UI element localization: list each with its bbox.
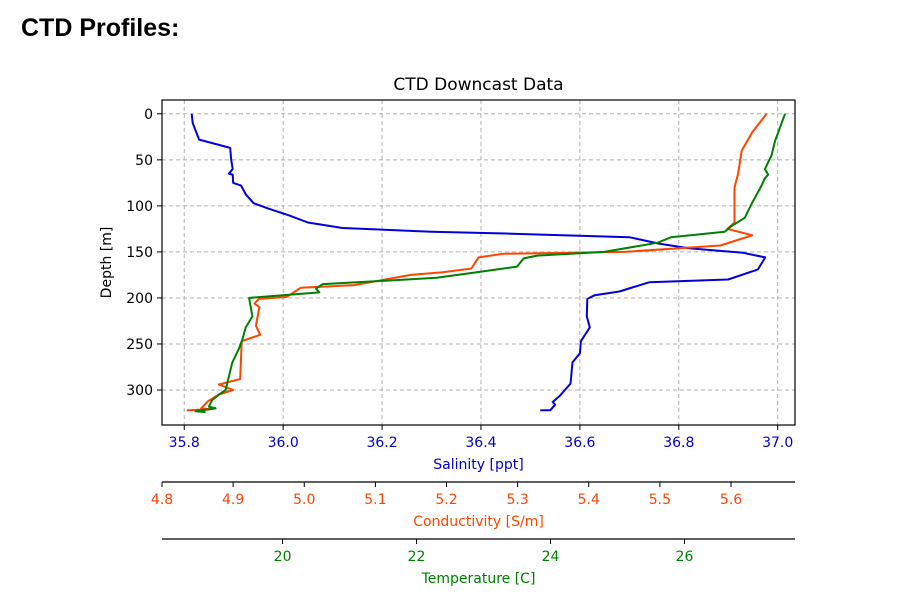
x-tick-label-conductivity: 5.6 (720, 492, 742, 508)
x-tick-label-salinity: 36.4 (465, 435, 496, 451)
x-tick-label-temperature: 22 (408, 549, 426, 565)
x-tick-label-salinity: 35.8 (169, 435, 200, 451)
x-tick-label-conductivity: 5.1 (364, 492, 386, 508)
y-tick-label: 300 (126, 383, 153, 399)
y-tick-label: 250 (126, 337, 153, 353)
x-tick-label-temperature: 24 (542, 549, 560, 565)
x-tick-label-conductivity: 5.3 (506, 492, 528, 508)
x-tick-label-conductivity: 5.0 (293, 492, 315, 508)
x-tick-label-salinity: 36.2 (366, 435, 397, 451)
x-axis-label-temperature: Temperature [C] (421, 571, 536, 587)
x-tick-label-salinity: 36.6 (564, 435, 595, 451)
x-tick-label-salinity: 36.8 (663, 435, 694, 451)
x-tick-label-conductivity: 4.9 (222, 492, 244, 508)
series-line-conductivity (186, 113, 768, 412)
y-tick-label: 50 (135, 153, 153, 169)
x-tick-label-temperature: 26 (676, 549, 694, 565)
grid-lines (162, 100, 795, 425)
x-tick-label-salinity: 37.0 (762, 435, 793, 451)
x-axis-label-salinity: Salinity [ppt] (433, 457, 523, 473)
y-axis-label: Depth [m] (99, 227, 115, 299)
y-tick-label: 150 (126, 245, 153, 261)
page-heading: CTD Profiles: (21, 14, 180, 42)
x-tick-label-temperature: 20 (274, 549, 292, 565)
x-tick-label-salinity: 36.0 (268, 435, 299, 451)
y-tick-label: 0 (144, 107, 153, 123)
chart-title: CTD Downcast Data (393, 75, 563, 95)
x-tick-label-conductivity: 5.2 (435, 492, 457, 508)
x-tick-label-conductivity: 5.4 (578, 492, 600, 508)
series-line-temperature (194, 113, 786, 414)
x-tick-label-conductivity: 5.5 (649, 492, 671, 508)
x-tick-label-conductivity: 4.8 (151, 492, 173, 508)
y-tick-label: 100 (126, 199, 153, 215)
plot-frame (161, 99, 796, 426)
y-tick-label: 200 (126, 291, 153, 307)
x-axis-label-conductivity: Conductivity [S/m] (413, 514, 544, 530)
